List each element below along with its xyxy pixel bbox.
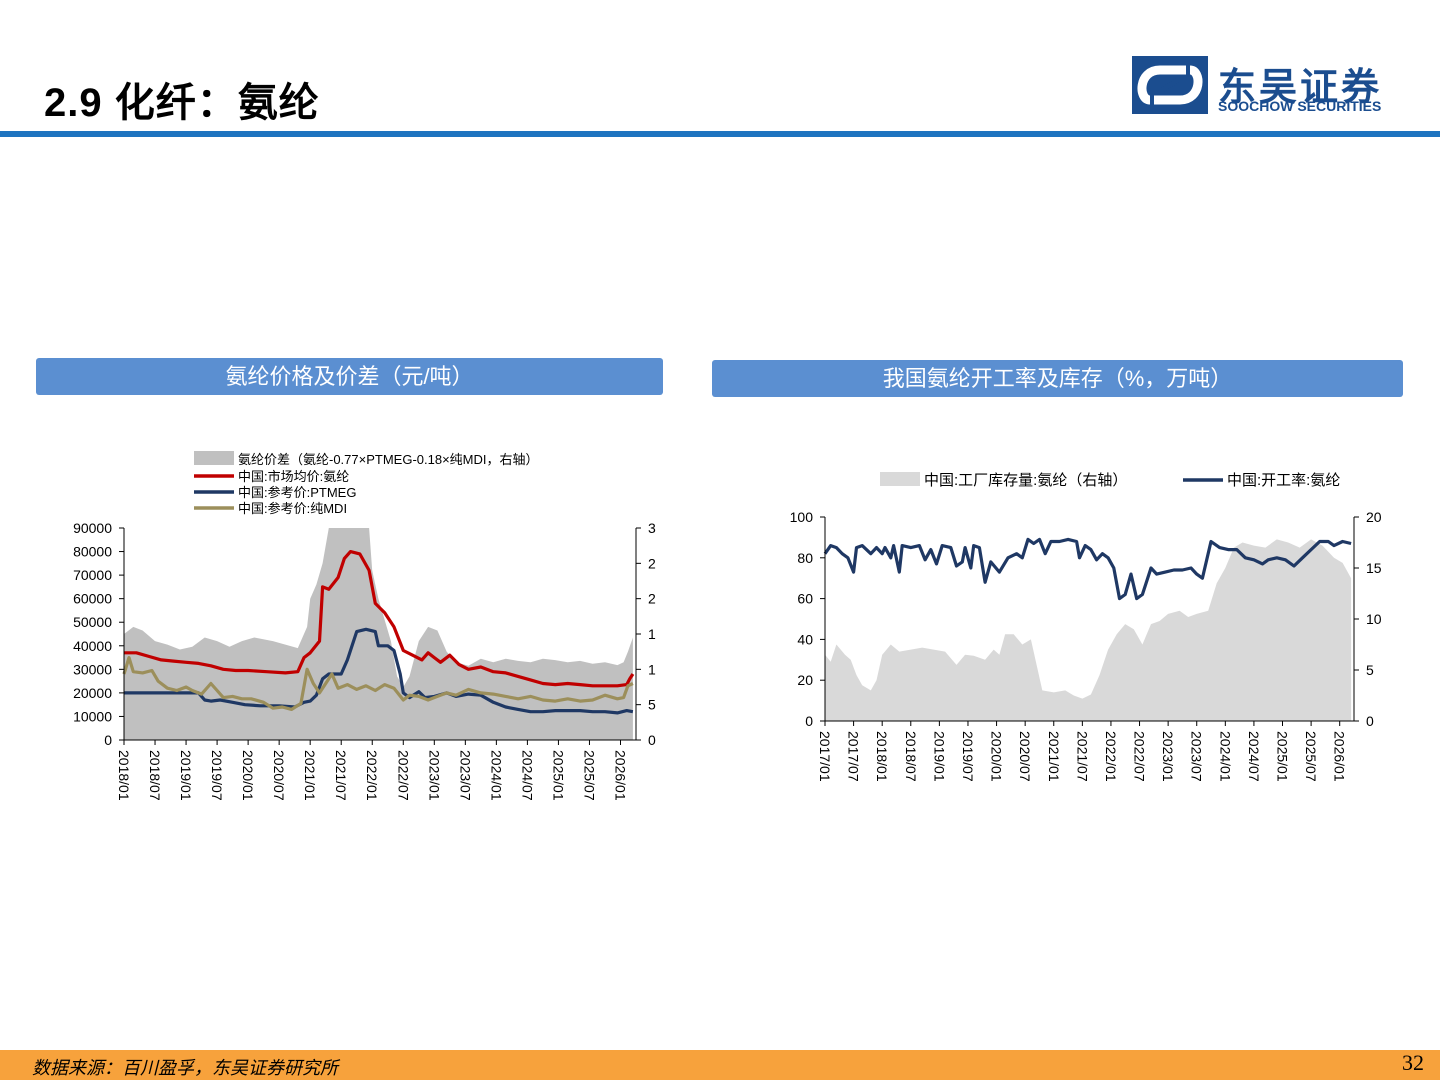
x-tick-label: 2017/07 — [846, 731, 862, 782]
y-tick-label-right: 15000 — [648, 626, 656, 642]
x-tick-label: 2022/07 — [1132, 731, 1148, 782]
y-tick-label-right: 20 — [1366, 509, 1382, 525]
x-tick-label: 2024/07 — [519, 750, 535, 801]
y-tick-label-left: 40 — [797, 631, 813, 647]
x-tick-label: 2020/07 — [1017, 731, 1033, 782]
y-tick-label-right: 5000 — [648, 697, 656, 713]
y-tick-label-left: 50000 — [73, 614, 112, 630]
x-tick-label: 2023/07 — [457, 750, 473, 801]
y-tick-label-right: 20000 — [648, 591, 656, 607]
series-line-3 — [122, 656, 634, 711]
logo-text-cn: 东吴证券 — [1218, 67, 1383, 109]
chart-1-header: 氨纶价格及价差（元/吨） — [36, 358, 663, 395]
y-tick-label-left: 10000 — [73, 708, 112, 724]
x-tick-label: 2018/07 — [147, 750, 163, 801]
x-tick-label: 2019/01 — [178, 750, 194, 801]
series-line-1 — [124, 549, 635, 688]
y-tick-label-left: 20 — [797, 672, 813, 688]
y-tick-label-left: 80000 — [73, 544, 112, 560]
y-tick-label-left: 40000 — [73, 638, 112, 654]
x-tick-label: 2022/07 — [395, 750, 411, 801]
y-tick-label-left: 60 — [797, 591, 813, 607]
x-tick-label: 2021/07 — [1074, 731, 1090, 782]
legend-label-0: 氨纶价差（氨纶-0.77×PTMEG-0.18×纯MDI，右轴） — [238, 452, 539, 467]
y-tick-label-right: 15 — [1366, 560, 1382, 576]
x-tick-label: 2023/01 — [426, 750, 442, 801]
x-tick-label: 2022/01 — [1103, 731, 1119, 782]
y-tick-label-left: 60000 — [73, 591, 112, 607]
series-area-0 — [825, 539, 1352, 721]
legend-label-3: 中国:参考价:纯MDI — [238, 501, 347, 516]
y-tick-label-left: 30000 — [73, 661, 112, 677]
series-line-2 — [124, 627, 634, 715]
legend-label-1: 中国:市场均价:氨纶 — [238, 469, 349, 484]
x-tick-label: 2025/01 — [1275, 731, 1291, 782]
x-tick-label: 2017/01 — [817, 731, 833, 782]
header-rule — [0, 131, 1440, 137]
x-tick-label: 2026/01 — [1332, 731, 1348, 782]
x-tick-label: 2025/07 — [581, 750, 597, 801]
y-tick-label-right: 10 — [1366, 611, 1382, 627]
footer-bar: 数据来源：百川盈孚，东吴证券研究所 32 — [0, 1050, 1440, 1080]
logo-mark-icon — [1132, 56, 1208, 114]
x-tick-label: 2024/01 — [488, 750, 504, 801]
series-line-1 — [823, 537, 1352, 601]
x-tick-label: 2022/01 — [364, 750, 380, 801]
y-tick-label-left: 20000 — [73, 685, 112, 701]
y-tick-label-right: 5 — [1366, 662, 1374, 678]
logo-text-en: SOOCHOW SECURITIES — [1218, 98, 1382, 114]
x-tick-label: 2021/07 — [333, 750, 349, 801]
x-tick-label: 2019/01 — [931, 731, 947, 782]
legend-label-0: 中国:工厂库存量:氨纶（右轴） — [924, 472, 1127, 489]
x-tick-label: 2020/01 — [989, 731, 1005, 782]
y-tick-label-left: 100 — [790, 509, 814, 525]
x-tick-label: 2020/07 — [271, 750, 287, 801]
y-tick-label-right: 0 — [1366, 713, 1374, 729]
page-number: 32 — [1402, 1050, 1424, 1075]
legend-label-2: 中国:参考价:PTMEG — [238, 485, 356, 500]
y-tick-label-right: 0 — [648, 732, 656, 748]
x-tick-label: 2018/01 — [874, 731, 890, 782]
chart-spandex-utilization-inventory: 0 20 40 60 80 100 0 5 10 15 20 2017/01 2017/07 2018/0… — [790, 472, 1382, 782]
y-tick-label-left: 70000 — [73, 567, 112, 583]
series-area-0 — [124, 528, 633, 740]
legend-label-1: 中国:开工率:氨纶 — [1227, 472, 1340, 489]
x-tick-label: 2021/01 — [1046, 731, 1062, 782]
x-tick-label: 2026/01 — [612, 750, 628, 801]
legend-swatch-0 — [194, 451, 234, 465]
y-tick-label-left: 80 — [797, 550, 813, 566]
y-tick-label-left: 90000 — [73, 520, 112, 536]
x-tick-label: 2019/07 — [209, 750, 225, 801]
y-tick-label-left: 0 — [805, 713, 813, 729]
x-tick-label: 2023/01 — [1160, 731, 1176, 782]
footer-source: 数据来源：百川盈孚，东吴证券研究所 — [32, 1058, 338, 1078]
x-tick-label: 2020/01 — [240, 750, 256, 801]
x-tick-label: 2025/01 — [550, 750, 566, 801]
logo: 东吴证券 SOOCHOW SECURITIES — [1132, 56, 1412, 116]
y-tick-label-right: 30000 — [648, 520, 656, 536]
x-tick-label: 2018/07 — [903, 731, 919, 782]
y-tick-label-left: 0 — [104, 732, 112, 748]
x-tick-label: 2024/07 — [1246, 731, 1262, 782]
x-tick-label: 2025/07 — [1303, 731, 1319, 782]
x-tick-label: 2018/01 — [116, 750, 132, 801]
y-tick-label-right: 10000 — [648, 661, 656, 677]
legend-swatch-0 — [880, 472, 920, 486]
x-tick-label: 2023/07 — [1189, 731, 1205, 782]
x-tick-label: 2024/01 — [1217, 731, 1233, 782]
y-tick-label-right: 25000 — [648, 555, 656, 571]
x-tick-label: 2019/07 — [960, 731, 976, 782]
chart-2-header: 我国氨纶开工率及库存（%，万吨） — [712, 360, 1403, 397]
chart-spandex-price-spread: 0100002000030000400005000060000700008000… — [73, 451, 656, 801]
page-title: 2.9 化纤：氨纶 — [44, 81, 320, 125]
x-tick-label: 2021/01 — [302, 750, 318, 801]
